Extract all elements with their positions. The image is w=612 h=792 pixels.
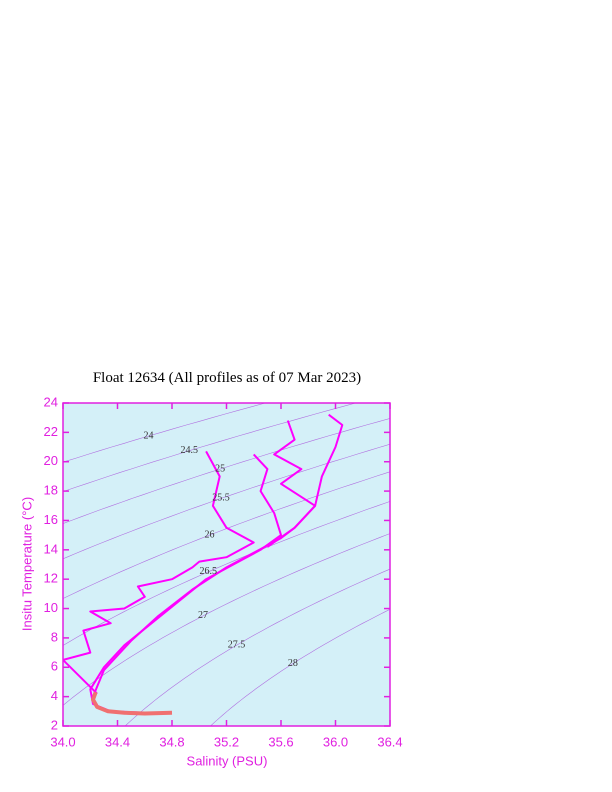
x-axis-label: Salinity (PSU) [187,753,268,768]
isopycnal [63,533,390,706]
y-tick-label: 18 [44,483,58,498]
isopycnal [210,608,390,726]
isopycnal-label: 27 [198,610,208,621]
y-tick-label: 8 [51,629,58,644]
y-tick-label: 16 [44,512,58,527]
isopycnal-label: 25.5 [212,493,230,504]
profile-line [92,413,344,697]
y-tick-label: 24 [44,394,58,409]
isopycnal [63,403,267,463]
isopycnal [63,471,390,599]
isopycnal-label: 24 [143,430,153,441]
y-tick-label: 6 [51,659,58,674]
isopycnal-label: 24.5 [181,445,199,456]
isopycnal-label: 26 [204,529,214,540]
chart-title: Float 12634 (All profiles as of 07 Mar 2… [93,370,361,386]
isopycnal [63,501,390,646]
profile-line [266,420,317,548]
plot-area [63,403,390,726]
y-tick-label: 4 [51,688,58,703]
x-tick-label: 35.2 [214,734,239,749]
isopycnal [63,443,390,560]
isopycnal-label: 27.5 [228,640,246,651]
x-tick-label: 34.8 [159,734,184,749]
x-tick-label: 36.0 [323,734,348,749]
y-tick-label: 22 [44,424,58,439]
isopycnal-label: 28 [288,658,298,669]
isopycnal [63,403,357,492]
isopycnal [63,418,390,524]
y-tick-label: 14 [44,541,58,556]
y-tick-label: 12 [44,571,58,586]
y-tick-label: 2 [51,717,58,732]
y-axis-label: Insitu Temperature (°C) [19,497,34,631]
y-tick-label: 20 [44,453,58,468]
isopycnal [124,568,390,726]
profile-line [63,450,255,695]
isopycnal-label: 26.5 [200,566,218,577]
x-tick-label: 35.6 [268,734,293,749]
isopycnal-label: 25 [215,463,225,474]
x-tick-label: 34.0 [50,734,75,749]
y-tick-label: 10 [44,600,58,615]
profile-line [91,691,173,716]
x-tick-label: 34.4 [105,734,130,749]
x-tick-label: 36.4 [377,734,402,749]
